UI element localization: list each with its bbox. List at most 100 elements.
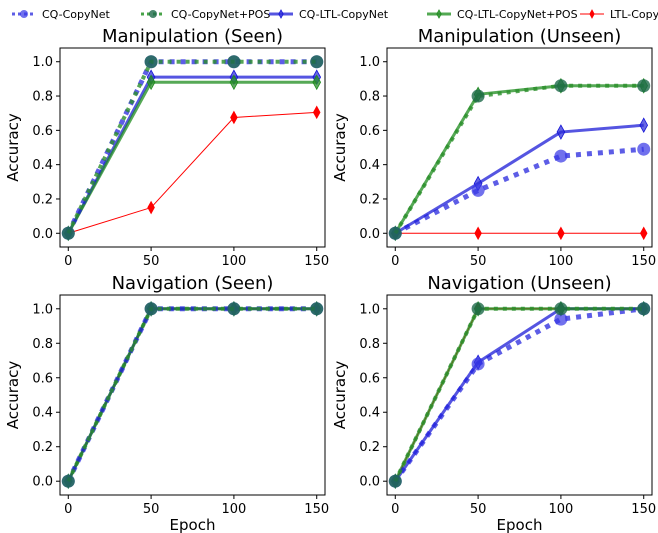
x-tick-label: 100 (221, 254, 246, 269)
panel-title: Manipulation (Unseen) (418, 26, 622, 47)
x-tick-label: 50 (143, 254, 160, 269)
x-tick-label: 0 (64, 502, 72, 517)
data-point (554, 149, 568, 163)
data-point (637, 79, 651, 93)
series-line (66, 306, 317, 483)
series-cq-copynet (388, 302, 651, 488)
legend-label: CQ-LTL-CopyNet (299, 8, 389, 21)
series-ltl-copynet (391, 226, 648, 241)
data-point (227, 302, 241, 316)
series-ltl-copynet (64, 301, 321, 489)
data-point (310, 302, 324, 316)
series-line (66, 59, 317, 235)
y-axis-label: Accuracy (4, 113, 22, 182)
legend-marker (20, 10, 28, 18)
y-tick-label: 0.0 (359, 475, 380, 490)
data-point (310, 55, 324, 69)
series-line (393, 306, 644, 483)
y-tick-label: 0.8 (32, 90, 53, 105)
data-point (554, 312, 568, 326)
series-cq-ltl-copynet-pos (63, 300, 322, 490)
y-tick-label: 0.2 (359, 192, 380, 207)
y-tick-label: 0.2 (32, 192, 53, 207)
series-line (393, 306, 645, 483)
chart-panel-3: Navigation (Seen) 0.0 0.2 0.4 0.6 0.8 1.0 0 50 10… (4, 273, 329, 533)
y-tick-label: 1.0 (32, 302, 53, 317)
plot-frame (59, 47, 326, 248)
plot-frame (386, 294, 653, 496)
legend-label: CQ-CopyNet (42, 8, 111, 21)
legend-marker (149, 10, 157, 18)
series-line (68, 111, 317, 234)
data-point (61, 226, 75, 240)
series-cq-ltl-copynet (63, 300, 322, 490)
data-point (312, 74, 322, 91)
data-point (554, 79, 568, 93)
plot-frame (59, 294, 326, 496)
data-point (312, 105, 321, 120)
x-tick-label: 150 (304, 502, 329, 517)
y-axis-label: Accuracy (4, 361, 22, 430)
x-tick-label: 100 (548, 502, 573, 517)
series-ltl-copynet (64, 105, 321, 241)
series-line (67, 308, 317, 482)
x-tick-label: 50 (470, 502, 487, 517)
data-point (471, 183, 485, 197)
chart-panel-1: Manipulation (Seen) 0.0 0.2 0.4 0.6 0.8 1.0 0 50… (4, 26, 329, 269)
x-tick-label: 50 (143, 502, 160, 517)
y-tick-label: 0.4 (359, 158, 380, 173)
y-tick-label: 0.2 (359, 440, 380, 455)
data-point (554, 302, 568, 316)
x-axis-label: Epoch (170, 516, 216, 533)
series-line (66, 307, 317, 482)
y-tick-label: 0.0 (32, 475, 53, 490)
data-point (61, 474, 75, 488)
y-axis-label: Accuracy (331, 361, 349, 430)
data-point (639, 117, 649, 134)
series-line (394, 146, 644, 236)
legend-entry: CQ-LTL-CopyNet (269, 8, 389, 21)
y-tick-label: 0.0 (32, 227, 53, 242)
legend-entry: LTL-CopyNet (580, 8, 658, 21)
data-point (144, 55, 158, 69)
series-line (66, 307, 317, 482)
legend-marker (589, 9, 595, 19)
legend-label: CQ-CopyNet+POS (171, 8, 270, 21)
series-cq-ltl-copynet (63, 69, 322, 242)
series-line (394, 307, 644, 483)
y-tick-label: 0.4 (359, 406, 380, 421)
data-point (557, 226, 565, 241)
series-line (66, 59, 317, 235)
panel-title: Navigation (Unseen) (427, 273, 611, 294)
data-point (144, 302, 158, 316)
series-cq-copynet (61, 302, 324, 488)
y-tick-label: 0.8 (32, 337, 53, 352)
y-tick-label: 0.6 (32, 124, 53, 139)
y-tick-label: 1.0 (359, 302, 380, 317)
data-point (637, 142, 651, 156)
series-cq-copynet-pos (61, 55, 324, 240)
series-line (66, 75, 317, 234)
y-tick-label: 0.6 (359, 371, 380, 386)
data-point (471, 89, 485, 103)
y-tick-label: 0.8 (359, 337, 380, 352)
x-tick-label: 0 (64, 254, 72, 269)
x-tick-label: 150 (631, 254, 656, 269)
y-tick-label: 0.8 (359, 90, 380, 105)
data-point (471, 357, 485, 371)
data-point (147, 200, 155, 215)
series-ltl-copynet (391, 301, 648, 489)
series-cq-ltl-copynet-pos (63, 74, 322, 242)
x-tick-label: 150 (631, 502, 656, 517)
legend: CQ-CopyNet CQ-CopyNet+POS CQ-LTL-CopyNet CQ… (12, 8, 658, 21)
legend-entry: CQ-LTL-CopyNet+POS (427, 8, 578, 21)
data-point (639, 226, 648, 241)
y-tick-label: 0.2 (32, 440, 53, 455)
data-point (556, 124, 566, 140)
legend-entry: CQ-CopyNet+POS (141, 8, 270, 21)
panel-title: Manipulation (Seen) (102, 26, 283, 47)
y-tick-label: 0.4 (32, 158, 53, 173)
y-axis-label: Accuracy (331, 113, 349, 182)
x-axis-label: Epoch (497, 516, 543, 533)
